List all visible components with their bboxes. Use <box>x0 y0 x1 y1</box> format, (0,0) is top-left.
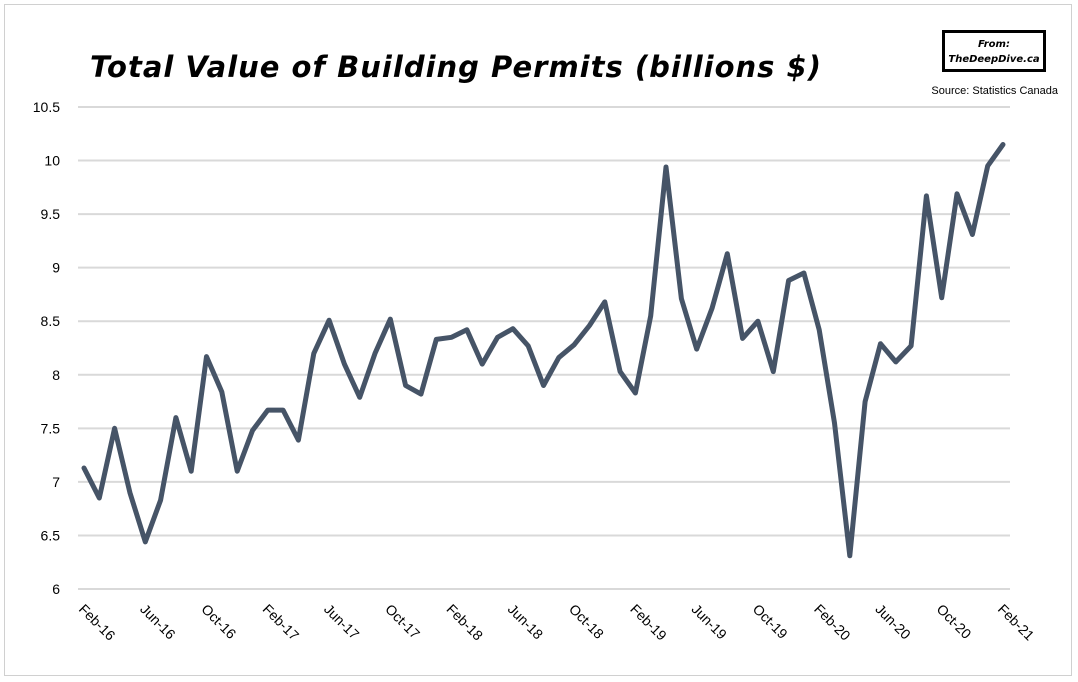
chart-title: Total Value of Building Permits (billion… <box>90 50 822 84</box>
x-tick-label: Jun-18 <box>505 601 547 643</box>
x-tick-label: Feb-19 <box>627 601 670 644</box>
y-tick-label: 6 <box>52 581 60 597</box>
x-tick-label: Jun-20 <box>872 601 914 643</box>
logo-box: From: TheDeepDive.ca <box>942 30 1046 72</box>
source-note: Source: Statistics Canada <box>931 85 1058 97</box>
x-tick-label: Feb-17 <box>260 601 303 644</box>
x-tick-label: Oct-17 <box>382 601 423 642</box>
y-tick-label: 8.5 <box>41 313 61 329</box>
x-tick-label: Feb-21 <box>995 601 1038 644</box>
y-tick-label: 7.5 <box>41 420 61 436</box>
x-tick-label: Oct-16 <box>198 601 239 642</box>
y-tick-label: 10 <box>44 153 60 169</box>
y-tick-label: 7 <box>52 474 60 490</box>
x-tick-label: Jun-16 <box>137 601 179 643</box>
x-tick-label: Feb-20 <box>811 601 854 644</box>
y-tick-label: 10.5 <box>33 99 60 115</box>
x-tick-label: Oct-18 <box>566 601 607 642</box>
logo-line-2: TheDeepDive.ca <box>948 54 1040 65</box>
x-tick-label: Oct-19 <box>750 601 791 642</box>
x-tick-label: Oct-20 <box>934 601 975 642</box>
chart-frame <box>4 4 1072 676</box>
y-tick-label: 9 <box>52 260 60 276</box>
y-tick-label: 9.5 <box>41 206 61 222</box>
logo-line-1: From: <box>978 39 1010 50</box>
x-tick-label: Feb-16 <box>76 601 119 644</box>
series-line <box>81 142 1006 559</box>
y-tick-label: 8 <box>52 367 60 383</box>
x-tick-label: Jun-17 <box>321 601 363 643</box>
x-tick-label: Feb-18 <box>443 601 486 644</box>
x-tick-label: Jun-19 <box>689 601 731 643</box>
y-tick-label: 6.5 <box>41 527 61 543</box>
